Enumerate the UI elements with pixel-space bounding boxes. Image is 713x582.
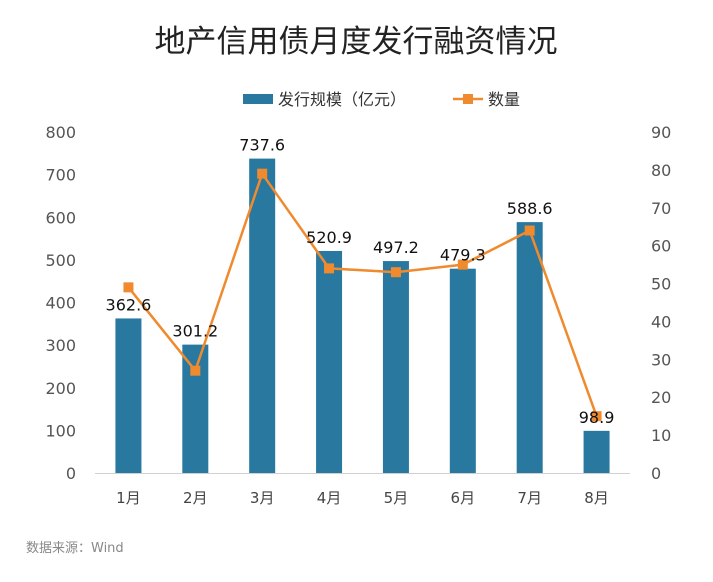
count-line: [127, 170, 598, 417]
x-axis: 1月 2月 3月 4月 5月 6月 7月 8月: [116, 489, 609, 507]
y-left-tick-label: 300: [45, 336, 76, 355]
bar-data-label: 737.6: [239, 136, 285, 155]
x-tick-label: 2月: [183, 489, 208, 507]
legend-line-marker: [463, 94, 473, 104]
bar-1: [115, 318, 142, 473]
legend-bar-label: 发行规模（亿元）: [278, 90, 406, 109]
chart-title: 地产信用债月度发行融资情况: [155, 24, 558, 60]
y-left-tick-label: 200: [45, 379, 76, 398]
x-tick-label: 1月: [116, 489, 141, 507]
y-right-tick-label: 30: [651, 350, 671, 369]
y-axis-left: 0 100 200 300 400 500 600 700 800: [45, 123, 76, 483]
count-marker-1: [123, 282, 134, 293]
y-left-tick-label: 400: [45, 294, 76, 313]
line-series: [123, 168, 602, 422]
y-left-tick-label: 600: [45, 208, 76, 227]
bar-3: [249, 158, 276, 473]
source-note: 数据来源：Wind: [26, 541, 124, 556]
bar-data-label: 301.2: [172, 322, 218, 341]
x-tick-label: 4月: [317, 489, 342, 507]
x-tick-label: 8月: [584, 489, 609, 507]
bar-data-labels: 362.6 301.2 737.6 520.9 497.2 479.3 588.6 98.9: [106, 136, 615, 427]
count-marker-5: [390, 267, 401, 278]
count-marker-2: [190, 365, 201, 376]
y-right-tick-label: 10: [651, 426, 671, 445]
count-marker-4: [324, 263, 335, 274]
count-marker-8: [591, 411, 602, 422]
bar-data-label: 520.9: [306, 228, 352, 247]
y-right-tick-label: 0: [651, 464, 661, 483]
y-left-tick-label: 0: [66, 464, 76, 483]
y-left-tick-label: 100: [45, 421, 76, 440]
legend-bar-swatch: [243, 94, 273, 104]
y-right-tick-label: 80: [651, 161, 671, 180]
bar-4: [316, 250, 343, 473]
x-tick-label: 7月: [517, 489, 542, 507]
bar-data-label: 497.2: [373, 238, 419, 257]
y-left-tick-label: 700: [45, 166, 76, 185]
legend-line-label: 数量: [488, 90, 520, 109]
x-tick-label: 3月: [250, 489, 275, 507]
bar-data-label: 479.3: [440, 246, 486, 265]
y-right-tick-label: 70: [651, 199, 671, 218]
y-left-tick-label: 800: [45, 123, 76, 142]
bar-5: [382, 261, 409, 473]
bar-6: [449, 268, 476, 473]
y-left-tick-label: 500: [45, 251, 76, 270]
bar-2: [182, 344, 209, 473]
x-tick-label: 6月: [451, 489, 476, 507]
count-marker-6: [457, 259, 468, 270]
bar-series: [115, 158, 610, 473]
x-tick-label: 5月: [384, 489, 409, 507]
bar-data-label: 362.6: [106, 295, 152, 314]
y-axis-right: 0 10 20 30 40 50 60 70 80 90: [651, 123, 671, 483]
bar-7: [516, 222, 543, 473]
bar-8: [583, 430, 610, 473]
y-right-tick-label: 90: [651, 123, 671, 142]
y-right-tick-label: 60: [651, 237, 671, 256]
count-marker-7: [524, 225, 535, 236]
legend: 发行规模（亿元） 数量: [243, 90, 520, 109]
y-right-tick-label: 20: [651, 388, 671, 407]
count-marker-3: [257, 168, 268, 179]
bar-data-label: 588.6: [507, 199, 553, 218]
bar-data-label: 98.9: [579, 408, 615, 427]
y-right-tick-label: 40: [651, 312, 671, 331]
y-right-tick-label: 50: [651, 275, 671, 294]
